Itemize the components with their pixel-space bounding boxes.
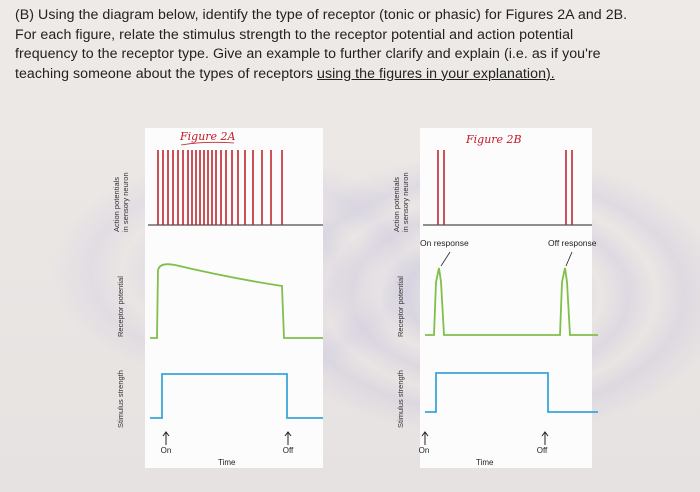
fig2b-stimulus: [425, 372, 598, 413]
figure-2b-on-label: On: [418, 446, 430, 455]
figure-2a-on-label: On: [160, 446, 172, 455]
figure-2a-off-label: Off: [282, 446, 294, 455]
figure-2b-off-label: Off: [536, 446, 548, 455]
question-line-3: frequency to the receptor type. Give an …: [15, 46, 601, 62]
question-line-1: (B) Using the diagram below, identify th…: [15, 7, 628, 23]
fig2a-receptor-potential: [150, 263, 323, 339]
question-line-4-text: teaching someone about the types of rece…: [15, 65, 318, 82]
question-line-4: teaching someone about the types of rece…: [15, 65, 695, 85]
fig2b-off-pointer: [565, 251, 573, 267]
figure-2b-time-label: Time: [476, 458, 494, 467]
figure-2b-on-response-label: On response: [420, 238, 469, 248]
figure-2b-title: Figure 2B: [466, 133, 522, 146]
fig2b-off-arrow-icon: [541, 431, 549, 445]
fig2a-title-underline: [180, 141, 235, 146]
fig2b-on-arrow-icon: [421, 431, 429, 445]
question-line-4-underlined: using the figures in your explanation).: [317, 65, 555, 82]
fig2a-off-arrow-icon: [284, 431, 292, 445]
fig2a-stimulus: [150, 373, 323, 419]
question-line-2: For each figure, relate the stimulus str…: [15, 26, 574, 43]
fig2a-on-arrow-icon: [162, 431, 170, 445]
figure-2b-off-response-label: Off response: [548, 238, 597, 248]
figure-2a-title: Figure 2A: [180, 130, 236, 143]
figure-2a-panel: [145, 128, 323, 468]
figure-2a-time-label: Time: [218, 458, 236, 467]
question-text: (B) Using the diagram below, identify th…: [15, 6, 695, 84]
fig2b-receptor-potential: [425, 267, 598, 336]
fig2b-on-pointer: [440, 251, 451, 267]
